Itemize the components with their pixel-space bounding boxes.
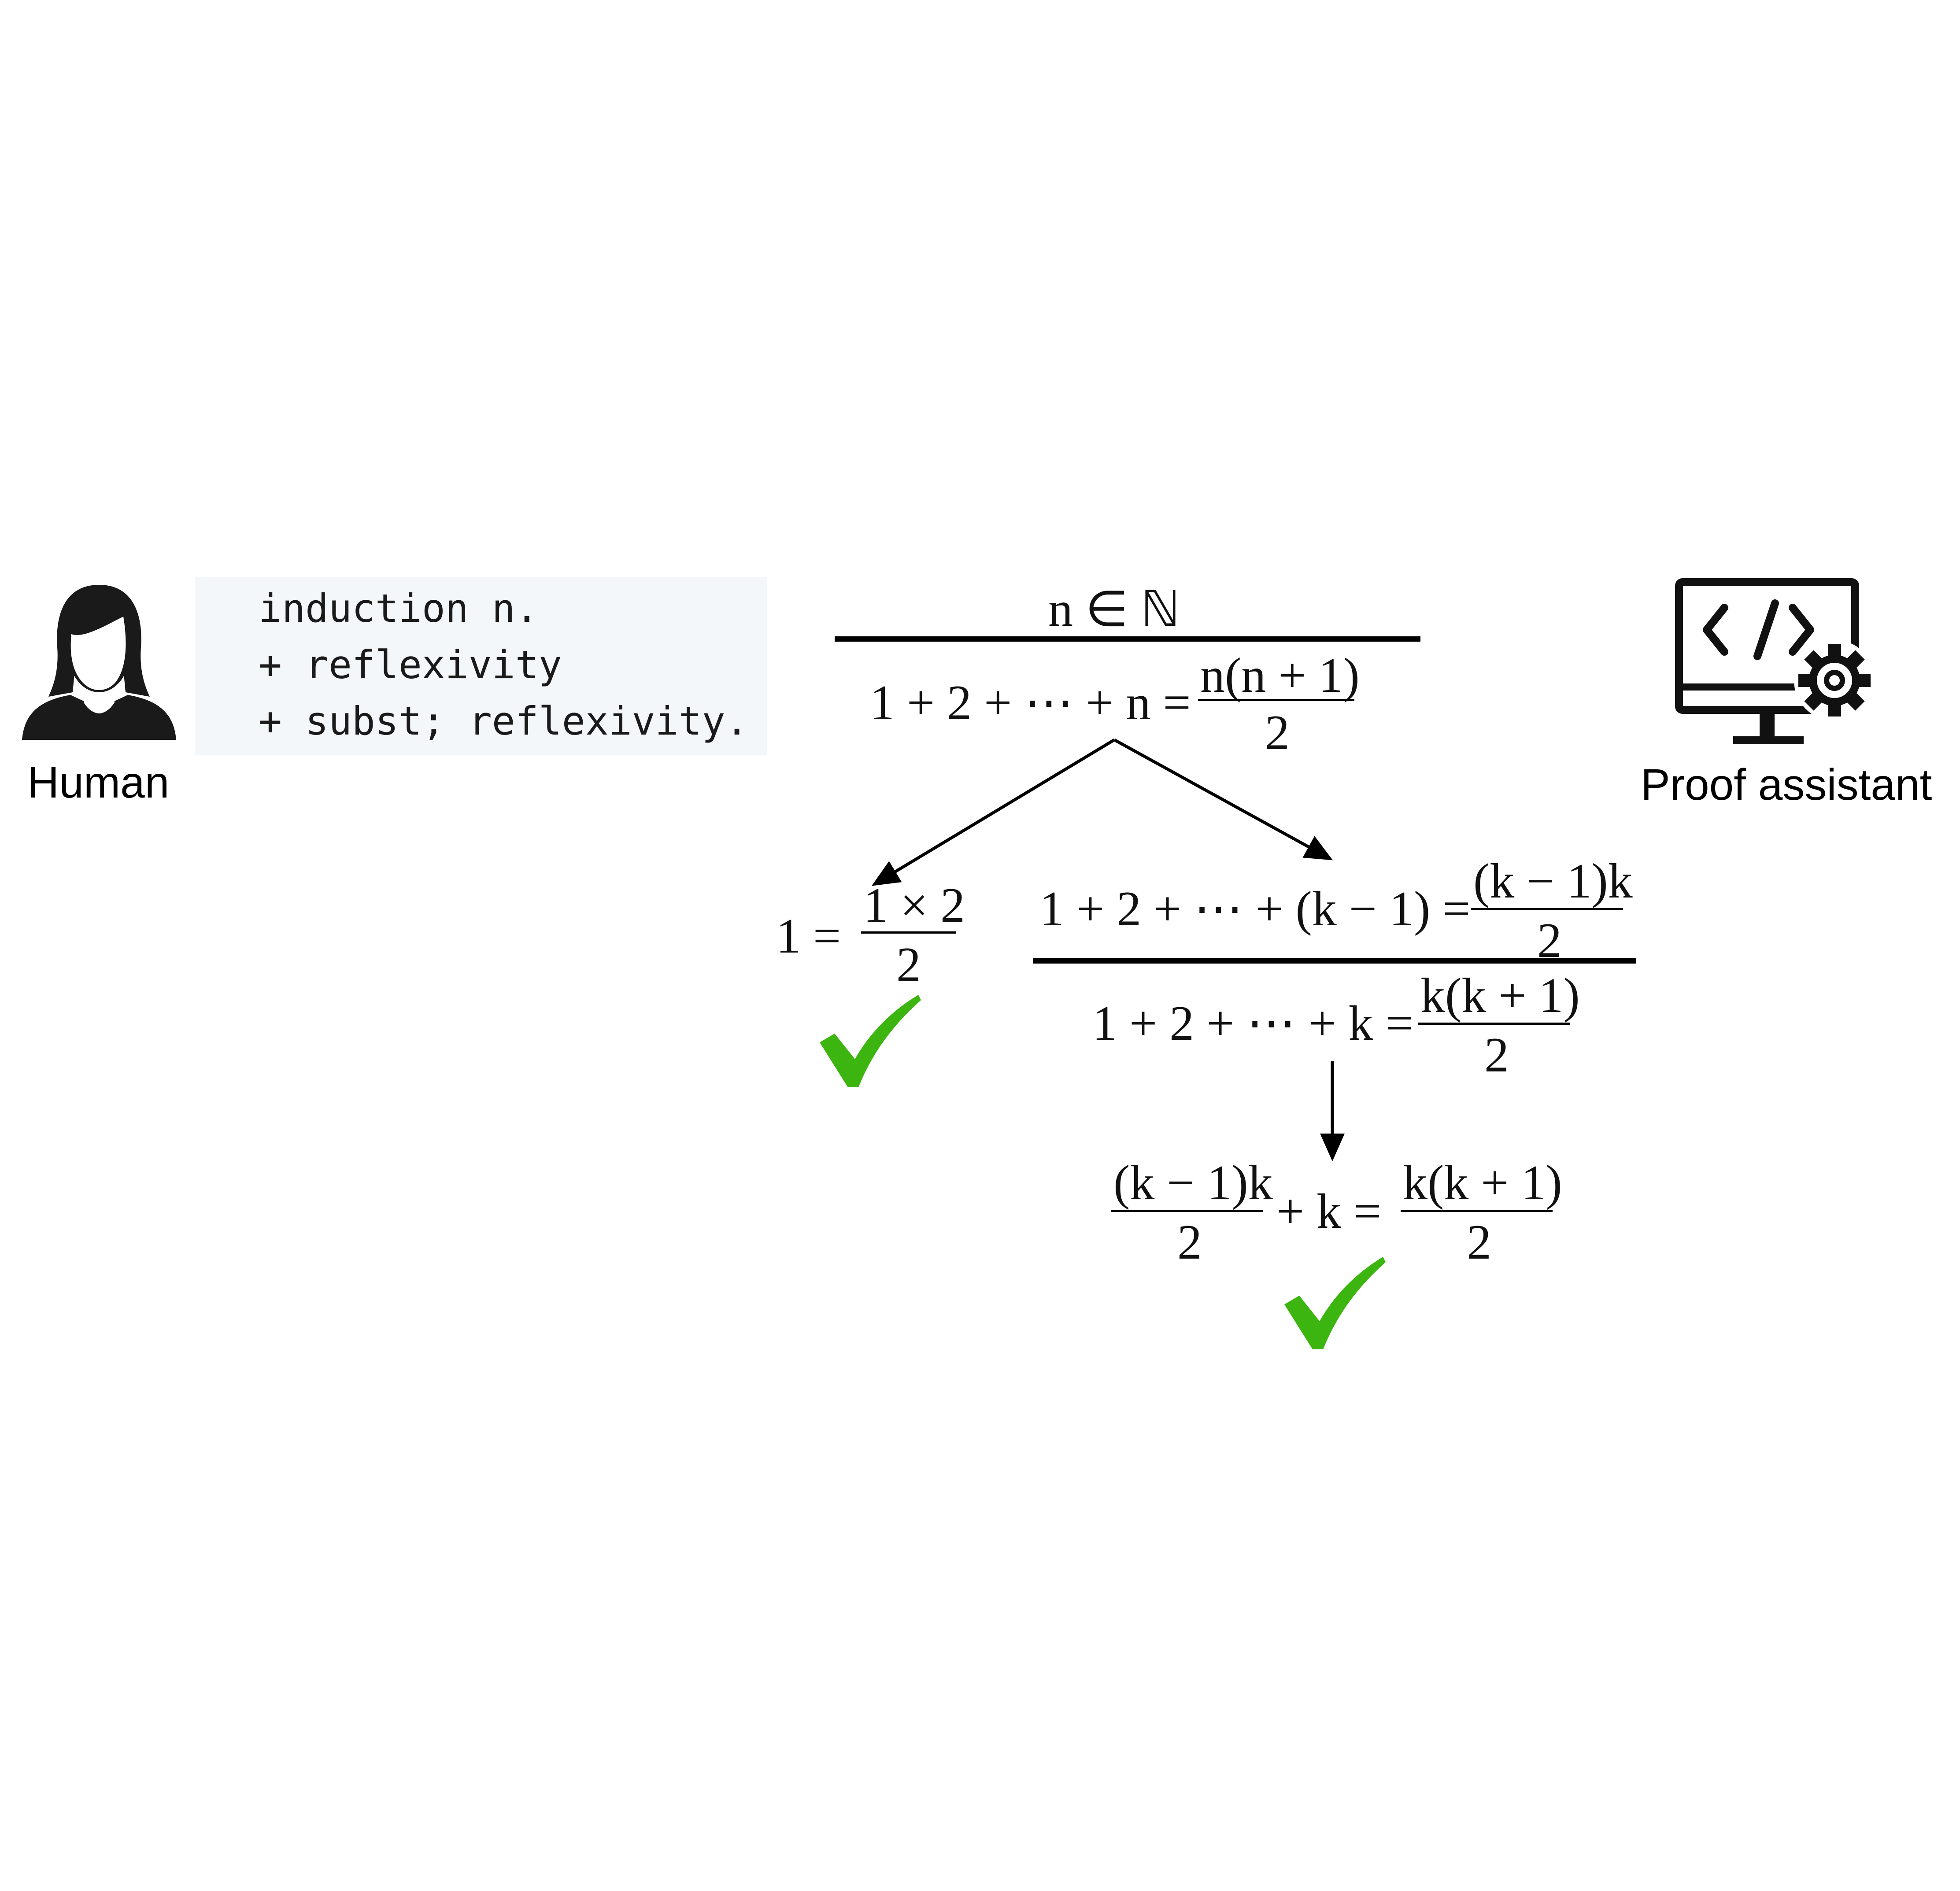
base-case-lhs: 1 = xyxy=(776,909,841,964)
code-line-2: + reflexivity xyxy=(259,642,562,687)
inductive-hypothesis-numerator: (k − 1)k xyxy=(1473,854,1633,909)
code-line-3: + subst; reflexivity. xyxy=(259,698,749,744)
inductive-hypothesis-lhs: 1 + 2 + ⋯ + (k − 1) = xyxy=(1039,882,1471,936)
reduced-left-denominator: 2 xyxy=(1177,1215,1202,1270)
woman-avatar-icon xyxy=(22,585,176,740)
root-conclusion-numerator: n(n + 1) xyxy=(1200,648,1360,703)
base-case-check-icon xyxy=(820,995,921,1087)
base-case-denominator: 2 xyxy=(896,938,921,992)
reduced-left-fraction-bar xyxy=(1111,1210,1263,1212)
root-fraction-bar xyxy=(1198,699,1354,701)
code-box: induction n. + reflexivity + subst; refl… xyxy=(195,577,767,755)
arrow-to-base-case xyxy=(872,739,1115,886)
reduced-right-numerator: k(k + 1) xyxy=(1403,1156,1562,1210)
reduced-right-denominator: 2 xyxy=(1467,1215,1491,1270)
arrow-to-inductive-step xyxy=(1113,738,1333,861)
inductive-goal-fraction-bar xyxy=(1418,1023,1570,1025)
inductive-hypothesis-fraction-bar xyxy=(1471,908,1623,910)
inductive-goal-lhs: 1 + 2 + ⋯ + k = xyxy=(1092,996,1413,1051)
reduced-middle: + k = xyxy=(1276,1184,1382,1239)
inductive-inference-line xyxy=(1033,958,1636,964)
root-inference-line xyxy=(835,636,1420,642)
base-case-numerator: 1 × 2 xyxy=(863,878,965,933)
reduced-goal-check-icon xyxy=(1284,1257,1386,1349)
inductive-hypothesis-denominator: 2 xyxy=(1537,913,1562,968)
base-case-fraction-bar xyxy=(861,931,956,934)
inductive-goal-numerator: k(k + 1) xyxy=(1420,968,1580,1023)
root-premise: n ∈ ℕ xyxy=(1048,582,1180,637)
human-label: Human xyxy=(27,758,170,807)
proof-assistant-label: Proof assistant xyxy=(1641,760,1932,809)
reduced-left-numerator: (k − 1)k xyxy=(1113,1156,1273,1210)
reduced-right-fraction-bar xyxy=(1401,1210,1553,1212)
root-conclusion-denominator: 2 xyxy=(1265,705,1290,760)
code-line-1: induction n. xyxy=(259,586,539,631)
monitor-code-gear-icon xyxy=(1675,578,1875,744)
root-conclusion-lhs: 1 + 2 + ⋯ + n = xyxy=(870,676,1191,730)
inductive-goal-denominator: 2 xyxy=(1484,1028,1509,1082)
